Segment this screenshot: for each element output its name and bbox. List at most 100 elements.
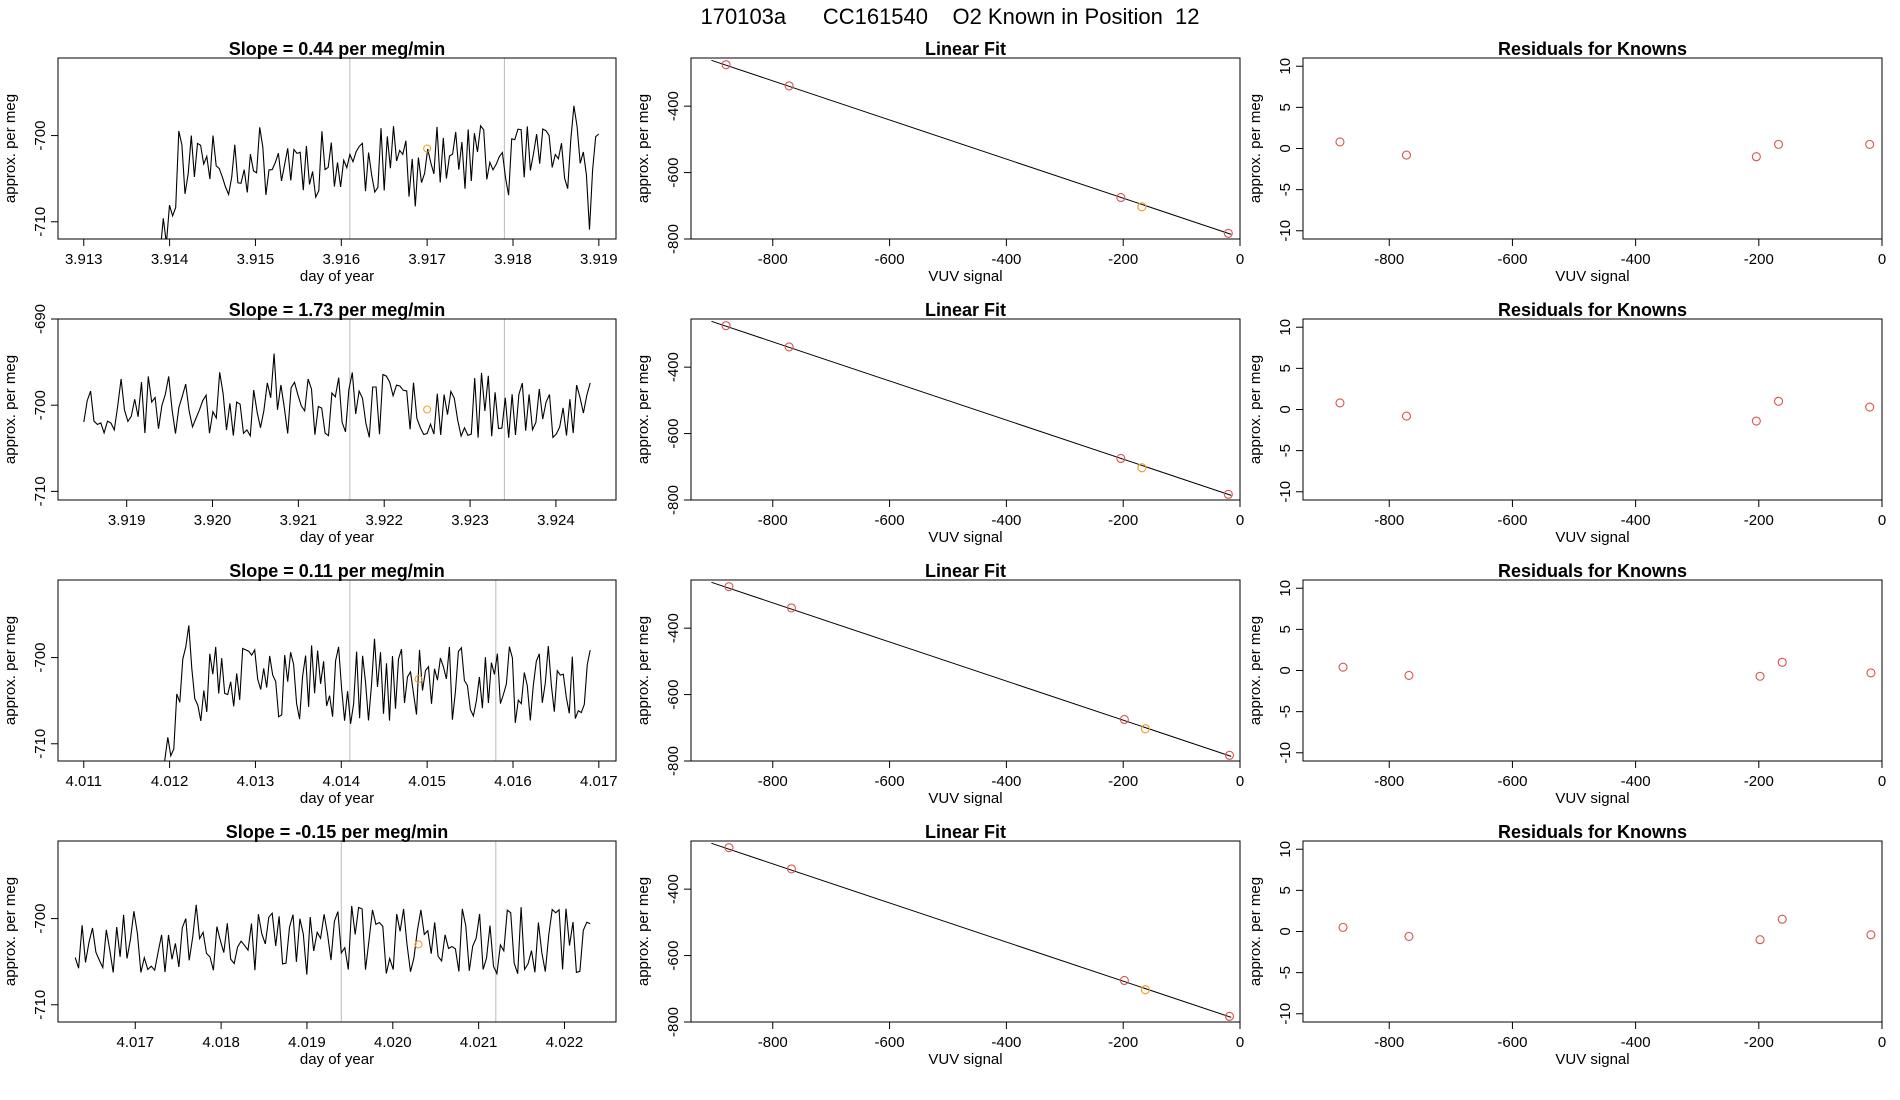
x-tick-label: 0: [1236, 1034, 1244, 1051]
plot-frame: [690, 318, 1241, 501]
data-layer: [711, 842, 1235, 1021]
y-tick-label: 0: [1277, 927, 1294, 935]
data-layer: [711, 59, 1233, 238]
known-point: [1401, 411, 1412, 421]
x-tick-label: 3.913: [65, 251, 103, 268]
y-tick-label: -800: [665, 1007, 682, 1037]
y-axis-label: approx. per meg: [1247, 877, 1264, 986]
x-tick-label: -200: [1744, 1034, 1774, 1051]
x-tick-label: 3.922: [365, 512, 403, 529]
test-point: [1137, 463, 1147, 473]
plot-frame: [57, 318, 617, 501]
x-tick-label: -800: [1374, 1034, 1404, 1051]
x-tick-label: 4.016: [494, 773, 532, 790]
x-tick-label: -800: [758, 773, 788, 790]
x-axis-label: VUV signal: [928, 1051, 1002, 1068]
data-layer: [74, 904, 591, 976]
panel-title: Linear Fit: [925, 822, 1006, 842]
data-layer: [711, 320, 1233, 499]
x-tick-label: -800: [1374, 512, 1404, 529]
panel-title: Slope = -0.15 per meg/min: [226, 822, 449, 842]
x-axis-label: VUV signal: [928, 529, 1002, 546]
x-tick-label: -600: [875, 512, 905, 529]
panel-title: Linear Fit: [925, 561, 1006, 581]
x-tick-label: 3.924: [537, 512, 575, 529]
x-tick-label: -200: [1744, 251, 1774, 268]
x-tick-label: 4.021: [460, 1034, 498, 1051]
x-axis-label: VUV signal: [1555, 529, 1629, 546]
sample-marker: [414, 675, 423, 684]
y-axis-label: approx. per meg: [635, 355, 652, 464]
known-point: [1755, 671, 1765, 681]
data-layer: [1338, 657, 1876, 681]
sample-marker: [414, 940, 423, 949]
x-axis-label: day of year: [300, 790, 374, 807]
y-tick-label: 5: [1277, 364, 1294, 372]
y-tick-label: -5: [1277, 966, 1294, 979]
y-tick-label: -600: [665, 158, 682, 188]
data-layer: [83, 353, 591, 439]
y-axis-label: approx. per meg: [2, 877, 19, 986]
y-tick-label: -700: [32, 643, 49, 673]
known-point: [786, 864, 797, 874]
known-point: [1338, 922, 1348, 932]
x-tick-label: 0: [1878, 512, 1886, 529]
known-point: [1404, 670, 1414, 680]
x-tick-label: -800: [758, 1034, 788, 1051]
y-tick-label: -600: [665, 419, 682, 449]
panel-time-series-3: Slope = 0.11 per meg/min 4.011 4.012 4.013 4…: [2, 561, 618, 807]
known-point: [1223, 489, 1233, 499]
x-axis-label: day of year: [300, 268, 374, 285]
y-tick-label: -710: [32, 207, 49, 237]
x-tick-label: -400: [991, 512, 1021, 529]
panel-title: Linear Fit: [925, 39, 1006, 59]
known-point: [784, 81, 794, 91]
x-tick-label: -200: [1108, 251, 1138, 268]
x-tick-label: 0: [1878, 1034, 1886, 1051]
test-point: [1140, 985, 1150, 995]
x-tick-label: -800: [1374, 773, 1404, 790]
x-tick-label: 4.019: [288, 1034, 326, 1051]
panel-title: Slope = 1.73 per meg/min: [229, 300, 446, 320]
known-point: [1335, 398, 1345, 408]
x-tick-label: -600: [1497, 512, 1527, 529]
fit-line: [711, 320, 1232, 496]
x-tick-label: -200: [1108, 512, 1138, 529]
y-axis-label: approx. per meg: [2, 355, 19, 464]
known-point: [1404, 931, 1414, 941]
x-tick-label: 3.917: [408, 251, 446, 268]
y-tick-label: -700: [32, 904, 49, 934]
y-tick-label: 0: [1277, 144, 1294, 152]
y-tick-label: -700: [32, 121, 49, 151]
panel-time-series-4: Slope = -0.15 per meg/min 4.017 4.018 4.019…: [2, 822, 617, 1068]
x-tick-label: 4.013: [237, 773, 275, 790]
panel-time-series-1: Slope = 0.44 per meg/min 3.913 3.914 3.915 3…: [2, 39, 618, 285]
panel-residuals-2: Residuals for Knowns -800 -600 -400 -200 0 VUV…: [1247, 300, 1886, 546]
known-point: [724, 843, 734, 853]
y-tick-label: -800: [665, 746, 682, 776]
fit-line: [711, 842, 1232, 1018]
known-point: [1224, 750, 1235, 760]
y-tick-label: -600: [665, 941, 682, 971]
x-tick-label: -600: [1497, 1034, 1527, 1051]
data-layer: [1335, 396, 1875, 426]
y-axis-label: approx. per meg: [635, 877, 652, 986]
known-point: [1865, 139, 1875, 149]
known-point: [1224, 1011, 1235, 1021]
plot-frame: [57, 579, 617, 762]
y-axis-label: approx. per meg: [635, 94, 652, 203]
y-tick-label: 0: [1277, 666, 1294, 674]
x-tick-label: 0: [1236, 512, 1244, 529]
y-tick-label: -400: [665, 352, 682, 382]
x-tick-label: 4.012: [151, 773, 189, 790]
x-axis-label: VUV signal: [1555, 268, 1629, 285]
x-tick-label: -600: [875, 773, 905, 790]
sample-marker: [423, 405, 432, 414]
y-tick-label: -5: [1277, 183, 1294, 196]
data-layer: [164, 625, 591, 761]
panel-time-series-2: Slope = 1.73 per meg/min 3.919 3.920 3.921 3…: [2, 300, 617, 546]
panel-title: Residuals for Knowns: [1498, 300, 1687, 320]
